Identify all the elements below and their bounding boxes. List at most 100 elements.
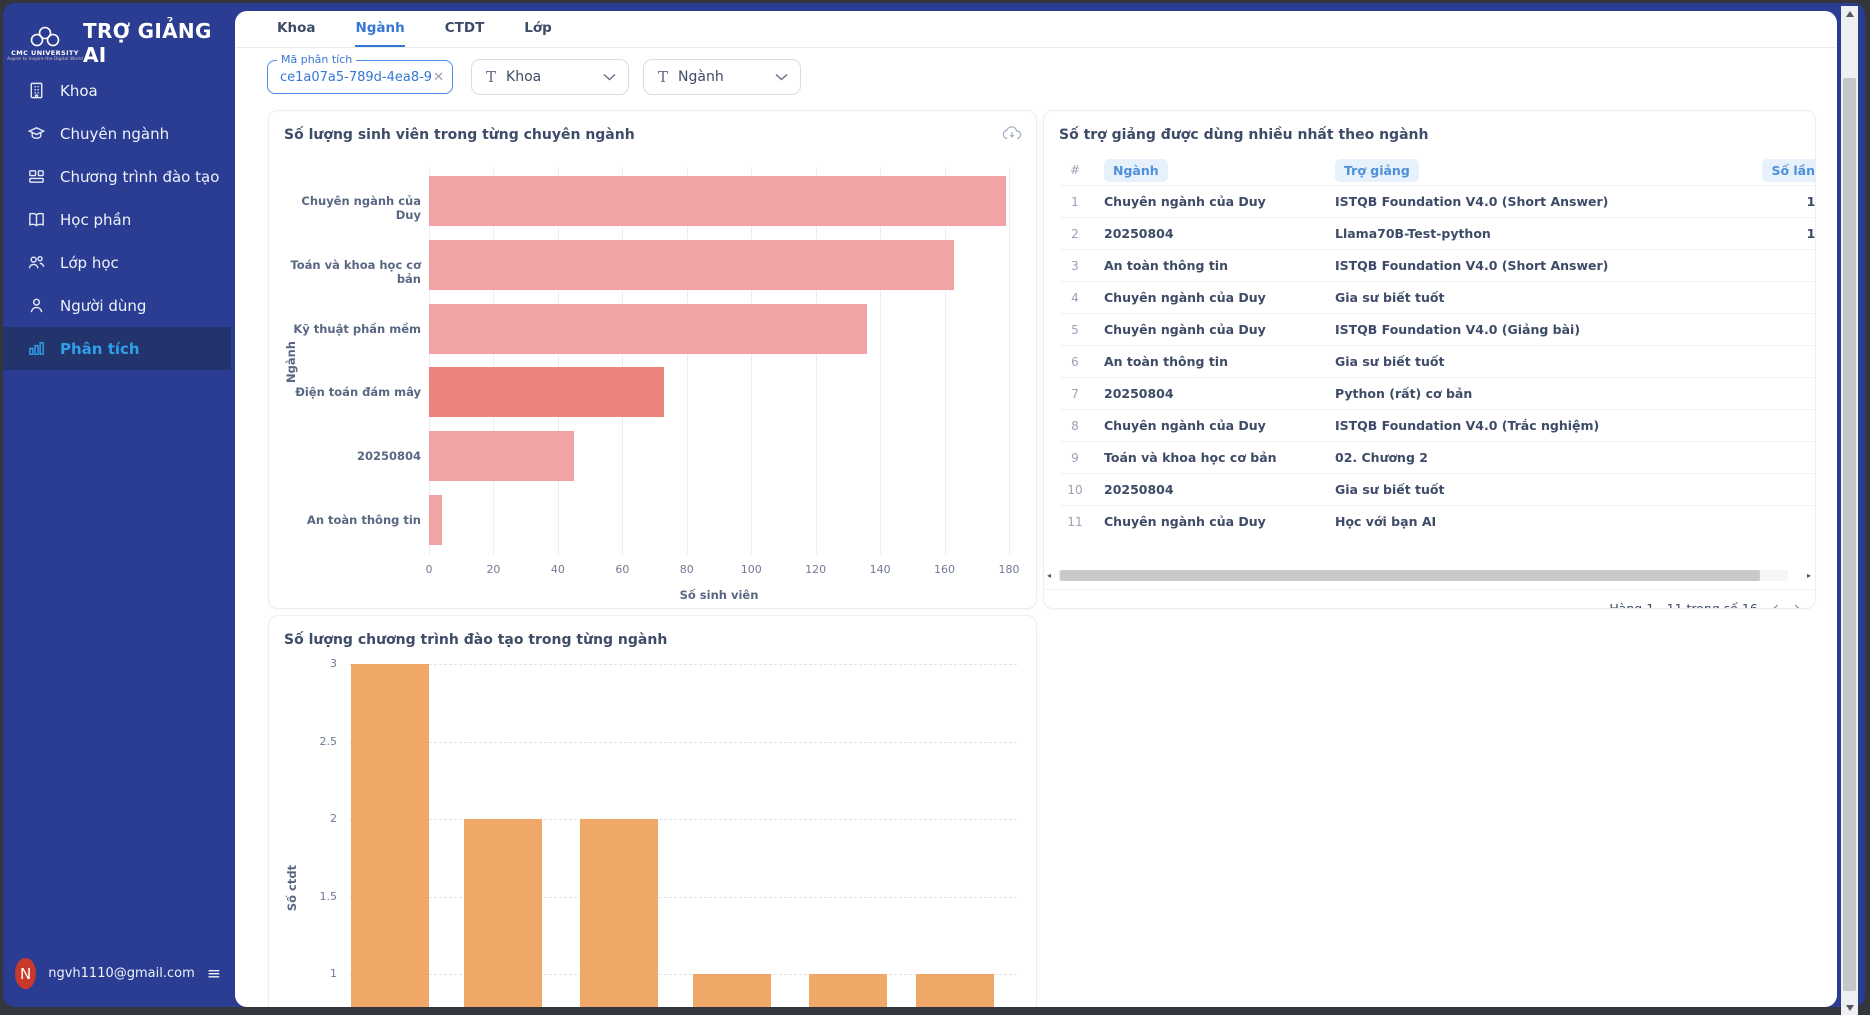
chart-bar[interactable] (916, 974, 994, 1007)
chart-bar[interactable] (429, 303, 868, 354)
chart-bar[interactable] (464, 819, 542, 1007)
sidebar-item-khoa[interactable]: Khoa (3, 69, 231, 112)
table-row[interactable]: 9 Toán và khoa học cơ bản 02. Chương 2 2 (1060, 441, 1815, 473)
cell-stt: 8 (1071, 418, 1079, 433)
cell-nganh: An toàn thông tin (1104, 354, 1228, 369)
prev-page-icon[interactable]: ‹ (1771, 597, 1780, 609)
person-icon (30, 298, 43, 313)
table-row[interactable]: 4 Chuyên ngành của Duy Gia sư biết tuốt 4 (1060, 281, 1815, 313)
cell-stt: 4 (1071, 290, 1079, 305)
menu-icon[interactable]: ≡ (206, 963, 221, 984)
column-header-nganh[interactable]: Ngành (1104, 158, 1168, 182)
scroll-up-arrow-icon[interactable] (1841, 6, 1858, 21)
table-row[interactable]: 7 20250804 Python (rất) cơ bản 3 (1060, 377, 1815, 409)
users-icon (28, 255, 45, 269)
sidebar-item-label: Chuyên ngành (60, 124, 170, 143)
main-panel: Khoa Ngành CTDT Lớp Mã phân tích ce1a07a… (235, 11, 1837, 1007)
chart-bar[interactable] (429, 495, 442, 545)
hscroll-thumb[interactable] (1060, 570, 1760, 581)
filter-icon: T (486, 68, 497, 86)
table-row[interactable]: 8 Chuyên ngành của Duy ISTQB Foundation V4… (1060, 409, 1815, 441)
page-scrollbar[interactable] (1841, 6, 1858, 1015)
hscroll-track[interactable] (1058, 570, 1788, 581)
cloud-logo-icon (30, 26, 60, 46)
tab-ctdt[interactable]: CTDT (444, 20, 485, 36)
tab-khoa[interactable]: Khoa (277, 20, 316, 36)
scroll-down-arrow-icon[interactable] (1841, 1000, 1858, 1015)
table-row[interactable]: 6 An toàn thông tin Gia sư biết tuốt 3 (1060, 345, 1815, 377)
cell-so-lan: 2 (1750, 482, 1815, 497)
table-row[interactable]: 11 Chuyên ngành của Duy Học với bạn AI 2 (1060, 505, 1815, 537)
chart-title: Số lượng chương trình đào tạo trong từng… (284, 632, 668, 648)
table-header: # Ngành Trợ giảng Số lần (1060, 155, 1815, 185)
table-body: 1 Chuyên ngành của Duy ISTQB Foundation V4… (1060, 185, 1816, 537)
chart-bar[interactable] (429, 431, 574, 482)
tabbar: Khoa Ngành CTDT Lớp (235, 11, 1837, 48)
cell-so-lan: 2 (1750, 418, 1815, 433)
chart-bar[interactable] (429, 367, 665, 418)
cell-stt: 1 (1071, 194, 1079, 209)
y-category-label: An toàn thông tin (306, 513, 421, 527)
tab-nganh[interactable]: Ngành (355, 11, 405, 47)
table-row[interactable]: 1 Chuyên ngành của Duy ISTQB Foundation V4… (1060, 185, 1815, 217)
chart-gridline (751, 167, 753, 555)
table-row[interactable]: 10 20250804 Gia sư biết tuốt 2 (1060, 473, 1815, 505)
table-row[interactable]: 5 Chuyên ngành của Duy ISTQB Foundation V4… (1060, 313, 1815, 345)
next-page-icon[interactable]: › (1793, 597, 1801, 609)
sidebar-item-nguoi-dung[interactable]: Người dùng (3, 284, 231, 327)
sidebar-item-lop-hoc[interactable]: Lớp học (3, 241, 231, 284)
sidebar-item-label: Chương trình đào tạo (60, 167, 220, 186)
column-header-tro-giang[interactable]: Trợ giảng (1335, 158, 1419, 182)
cell-so-lan: 11 (1806, 226, 1816, 241)
tab-lop[interactable]: Lớp (524, 20, 552, 36)
assistants-table-card: Số trợ giảng được dùng nhiều nhất theo n… (1043, 110, 1816, 609)
brand-name: CMC UNIVERSITY (11, 48, 79, 57)
chart-bar[interactable] (693, 974, 771, 1007)
y-category-label: Toán và khoa học cơ bản (290, 257, 421, 286)
cell-so-lan: 4 (1750, 290, 1815, 305)
chart-gridline (1009, 167, 1010, 555)
students-chart-card: Số lượng sinh viên trong từng chuyên ngà… (268, 110, 1037, 609)
scroll-right-arrow-icon[interactable]: ▸ (1806, 571, 1811, 580)
cell-nganh: 20250804 (1104, 226, 1174, 241)
table-row[interactable]: 2 20250804 Llama70B-Test-python 11 (1060, 217, 1816, 249)
scroll-left-arrow-icon[interactable]: ◂ (1047, 571, 1052, 580)
chart-gridline (349, 664, 1017, 665)
assistants-table: # Ngành Trợ giảng Số lần 1 Chuyên ngành c… (1060, 155, 1816, 537)
students-bar-chart: 0 20 40 60 80 100 120 140 160 180 Chuyên ngành của… (269, 111, 1036, 608)
sidebar-item-chuong-trinh-dao-tao[interactable]: Chương trình đào tạo (3, 155, 231, 198)
sidebar-item-phan-tich[interactable]: Phân tích (3, 327, 231, 370)
y-category-label: Kỹ thuật phần mềm (293, 321, 421, 336)
cloud-download-icon[interactable] (1002, 125, 1022, 145)
page-scrollbar-thumb[interactable] (1843, 78, 1856, 991)
cell-tro-giang: ISTQB Foundation V4.0 (Short Answer) (1335, 258, 1609, 273)
cell-nganh: Chuyên ngành của Duy (1104, 322, 1266, 337)
sidebar-item-hoc-phan[interactable]: Học phần (3, 198, 231, 241)
cell-nganh: 20250804 (1104, 482, 1174, 497)
chart-bar[interactable] (429, 176, 1006, 226)
sidebar-item-chuyen-nganh[interactable]: Chuyên ngành (3, 112, 231, 155)
chart-bar[interactable] (351, 664, 429, 1007)
clear-icon[interactable]: ✕ (433, 69, 444, 85)
chart-bar[interactable] (429, 239, 955, 290)
x-tick-label: 40 (550, 563, 565, 576)
cell-so-lan: 3 (1750, 354, 1815, 369)
chart-bar[interactable] (809, 974, 887, 1007)
chart-gridline (429, 167, 430, 555)
avatar[interactable]: N (15, 958, 37, 989)
chart-bar[interactable] (580, 819, 658, 1007)
user-row: N ngvh1110@gmail.com ≡ (15, 958, 221, 989)
khoa-filter-label: Khoa (506, 69, 542, 85)
nganh-filter-dropdown[interactable]: T Ngành (643, 59, 801, 95)
x-tick-label: 180 (998, 563, 1020, 576)
column-header-so-lan[interactable]: Số lần (1762, 158, 1815, 182)
khoa-filter-dropdown[interactable]: T Khoa (471, 59, 629, 95)
analysis-code-input[interactable]: Mã phân tích ce1a07a5-789d-4ea8-975 ✕ (267, 53, 453, 94)
brand-tagline: Aspire to Inspire the Digital World (7, 56, 83, 62)
cell-so-lan: 2 (1750, 450, 1815, 465)
graduation-cap-icon (27, 127, 46, 139)
table-row[interactable]: 3 An toàn thông tin ISTQB Foundation V4.0 … (1060, 249, 1815, 281)
cmc-logo: CMC UNIVERSITY Aspire to Inspire the Dig… (7, 25, 83, 62)
nganh-filter-label: Ngành (678, 69, 724, 85)
cell-stt: 5 (1071, 322, 1079, 337)
